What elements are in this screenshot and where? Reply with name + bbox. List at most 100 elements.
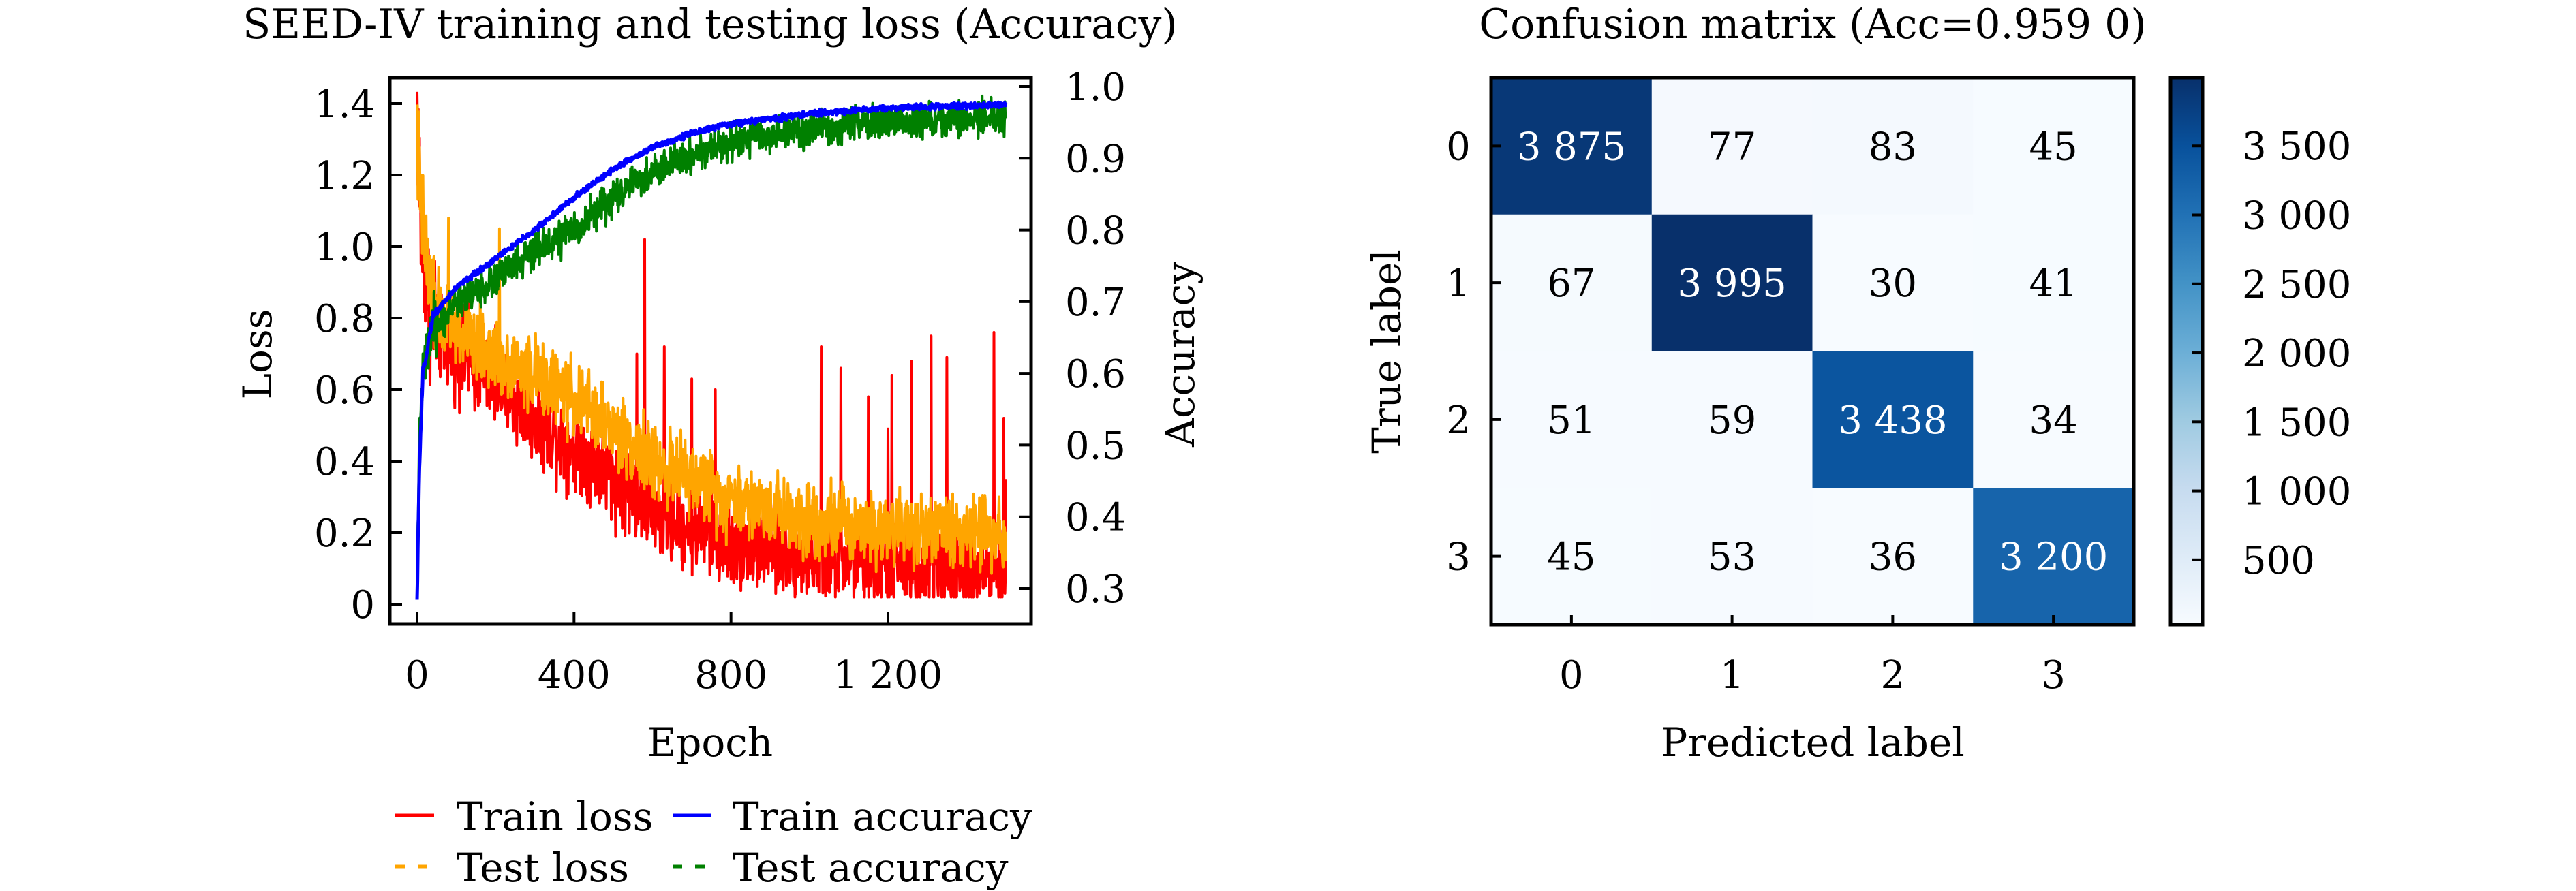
- cell-value: 59: [1708, 398, 1756, 443]
- cell-value: 53: [1708, 535, 1756, 580]
- y2-axis-label: Accuracy: [1157, 262, 1203, 448]
- cell-fill: [1651, 488, 1813, 625]
- cell-fill: [1973, 78, 2134, 215]
- cell-fill: [1491, 214, 1653, 351]
- colorbar-ticks: 500 1 000 1 500 2 000 2 500 3 000 3 500: [2192, 125, 2351, 583]
- epoch-tick-label: 0: [405, 653, 429, 698]
- legend-item: Test loss: [395, 845, 629, 891]
- train-accuracy-line: [415, 100, 1008, 600]
- epoch-tick-label: 1 200: [833, 653, 942, 698]
- cell-value: 77: [1708, 125, 1756, 169]
- x-tick-label: 1: [1720, 653, 1745, 698]
- accuracy-tick-label: 0.9: [1065, 137, 1126, 181]
- plot-frame: [388, 76, 1033, 626]
- cell-value: 45: [2029, 125, 2077, 169]
- matrix-cell: 3 438: [1812, 351, 1974, 488]
- accuracy-tick-label: 1.0: [1065, 65, 1126, 110]
- matrix-cell: 41: [1973, 214, 2134, 351]
- x-tick-label: 3: [2041, 653, 2066, 698]
- cell-value: 41: [2029, 262, 2077, 306]
- colorbar-tick-label: 2 000: [2242, 332, 2351, 376]
- chart-title: SEED-IV training and testing loss (Accur…: [243, 1, 1178, 48]
- y-tick-label: 3: [1446, 535, 1471, 580]
- matrix-cell: 30: [1812, 214, 1974, 351]
- cell-fill: [1973, 488, 2134, 625]
- x-axis-label: Epoch: [647, 719, 773, 766]
- matrix-cell: 34: [1973, 351, 2134, 488]
- loss-tick-label: 0.8: [314, 297, 375, 341]
- matrix-cell: 59: [1651, 351, 1813, 488]
- loss-tick-label: 0.2: [314, 512, 375, 556]
- x-tick-label: 0: [1559, 653, 1584, 698]
- colorbar-tick-label: 3 000: [2242, 194, 2351, 238]
- colorbar-tick-label: 1 500: [2242, 401, 2351, 445]
- cell-value: 67: [1547, 262, 1595, 306]
- legend-label: Test accuracy: [733, 845, 1009, 891]
- cell-fill: [1491, 351, 1653, 488]
- accuracy-tick-label: 0.6: [1065, 352, 1126, 396]
- cell-value: 3 200: [1999, 535, 2108, 580]
- matrix-cell: 77: [1651, 78, 1813, 215]
- loss-tick-label: 0.4: [314, 440, 375, 484]
- cell-value: 36: [1869, 535, 1917, 580]
- cell-value: 83: [1869, 125, 1917, 169]
- cell-fill: [1812, 78, 1974, 215]
- cell-fill: [1812, 214, 1974, 351]
- colorbar-tick-label: 1 000: [2242, 470, 2351, 514]
- y-tick-label: 1: [1446, 262, 1471, 306]
- cell-value: 34: [2029, 398, 2077, 443]
- matrix-cell: 3 875: [1491, 78, 1653, 215]
- cell-fill: [1651, 214, 1813, 351]
- legend-label: Train accuracy: [733, 794, 1032, 840]
- cell-fill: [1651, 78, 1813, 215]
- loss-axis-ticks: 0 0.2 0.4 0.6 0.8 1.0 1.2 1.4: [314, 82, 402, 627]
- cell-value: 45: [1547, 535, 1595, 580]
- cell-value: 3 438: [1838, 398, 1947, 443]
- loss-tick-label: 0.6: [314, 369, 375, 413]
- matrix-cell: 3 995: [1651, 214, 1813, 351]
- legend: Train loss Train accuracy Test loss Test ac…: [395, 794, 1032, 891]
- cell-fill: [1491, 488, 1653, 625]
- epoch-tick-label: 400: [538, 653, 611, 698]
- test-accuracy-line: [416, 94, 1007, 563]
- accuracy-tick-label: 0.5: [1065, 424, 1126, 468]
- matrix-cell: 36: [1812, 488, 1974, 625]
- chart-title: Confusion matrix (Acc=0.959 0): [1479, 1, 2147, 48]
- accuracy-tick-label: 0.7: [1065, 281, 1126, 325]
- colorbar-tick-label: 2 500: [2242, 263, 2351, 307]
- accuracy-axis-ticks: 0.3 0.4 0.5 0.6 0.7 0.8 0.9 1.0: [1019, 65, 1126, 612]
- legend-item: Test accuracy: [673, 845, 1009, 891]
- loss-tick-label: 1.0: [314, 225, 375, 270]
- loss-tick-label: 0: [350, 583, 375, 627]
- matrix-cell: 53: [1651, 488, 1813, 625]
- cell-fill: [1812, 488, 1974, 625]
- x-axis-label: Predicted label: [1661, 719, 1965, 766]
- matrix-cell: 45: [1491, 488, 1653, 625]
- cell-value: 30: [1869, 262, 1917, 306]
- matrix-cell: 51: [1491, 351, 1653, 488]
- cell-value: 3 995: [1677, 262, 1786, 306]
- colorbar-tick-label: 3 500: [2242, 125, 2351, 169]
- accuracy-tick-label: 0.4: [1065, 496, 1126, 540]
- cell-fill: [1973, 214, 2134, 351]
- loss-tick-label: 1.4: [314, 82, 375, 127]
- matrix-cells: 3 875 77 83 45 67 3 995 30 41 51 59 3 438 34 45 53 36 3…: [1491, 78, 2134, 625]
- cell-value: 51: [1547, 398, 1595, 443]
- y-tick-label: 2: [1446, 398, 1471, 443]
- legend-item: Train accuracy: [673, 794, 1032, 840]
- y-axis-label: True label: [1364, 249, 1410, 454]
- matrix-cell: 3 200: [1973, 488, 2134, 625]
- cell-fill: [1973, 351, 2134, 488]
- matrix-cell: 67: [1491, 214, 1653, 351]
- matrix-cell: 83: [1812, 78, 1974, 215]
- y-tick-label: 0: [1446, 125, 1471, 169]
- cell-fill: [1812, 351, 1974, 488]
- colorbar: [2168, 76, 2205, 627]
- confusion-matrix-chart: Confusion matrix (Acc=0.959 0) 3 875 77 83…: [1364, 1, 2351, 766]
- cell-value: 3 875: [1517, 125, 1626, 169]
- series-layer: [415, 91, 1008, 600]
- legend-label: Test loss: [457, 845, 629, 891]
- cell-fill: [1651, 351, 1813, 488]
- legend-item: Train loss: [395, 794, 653, 840]
